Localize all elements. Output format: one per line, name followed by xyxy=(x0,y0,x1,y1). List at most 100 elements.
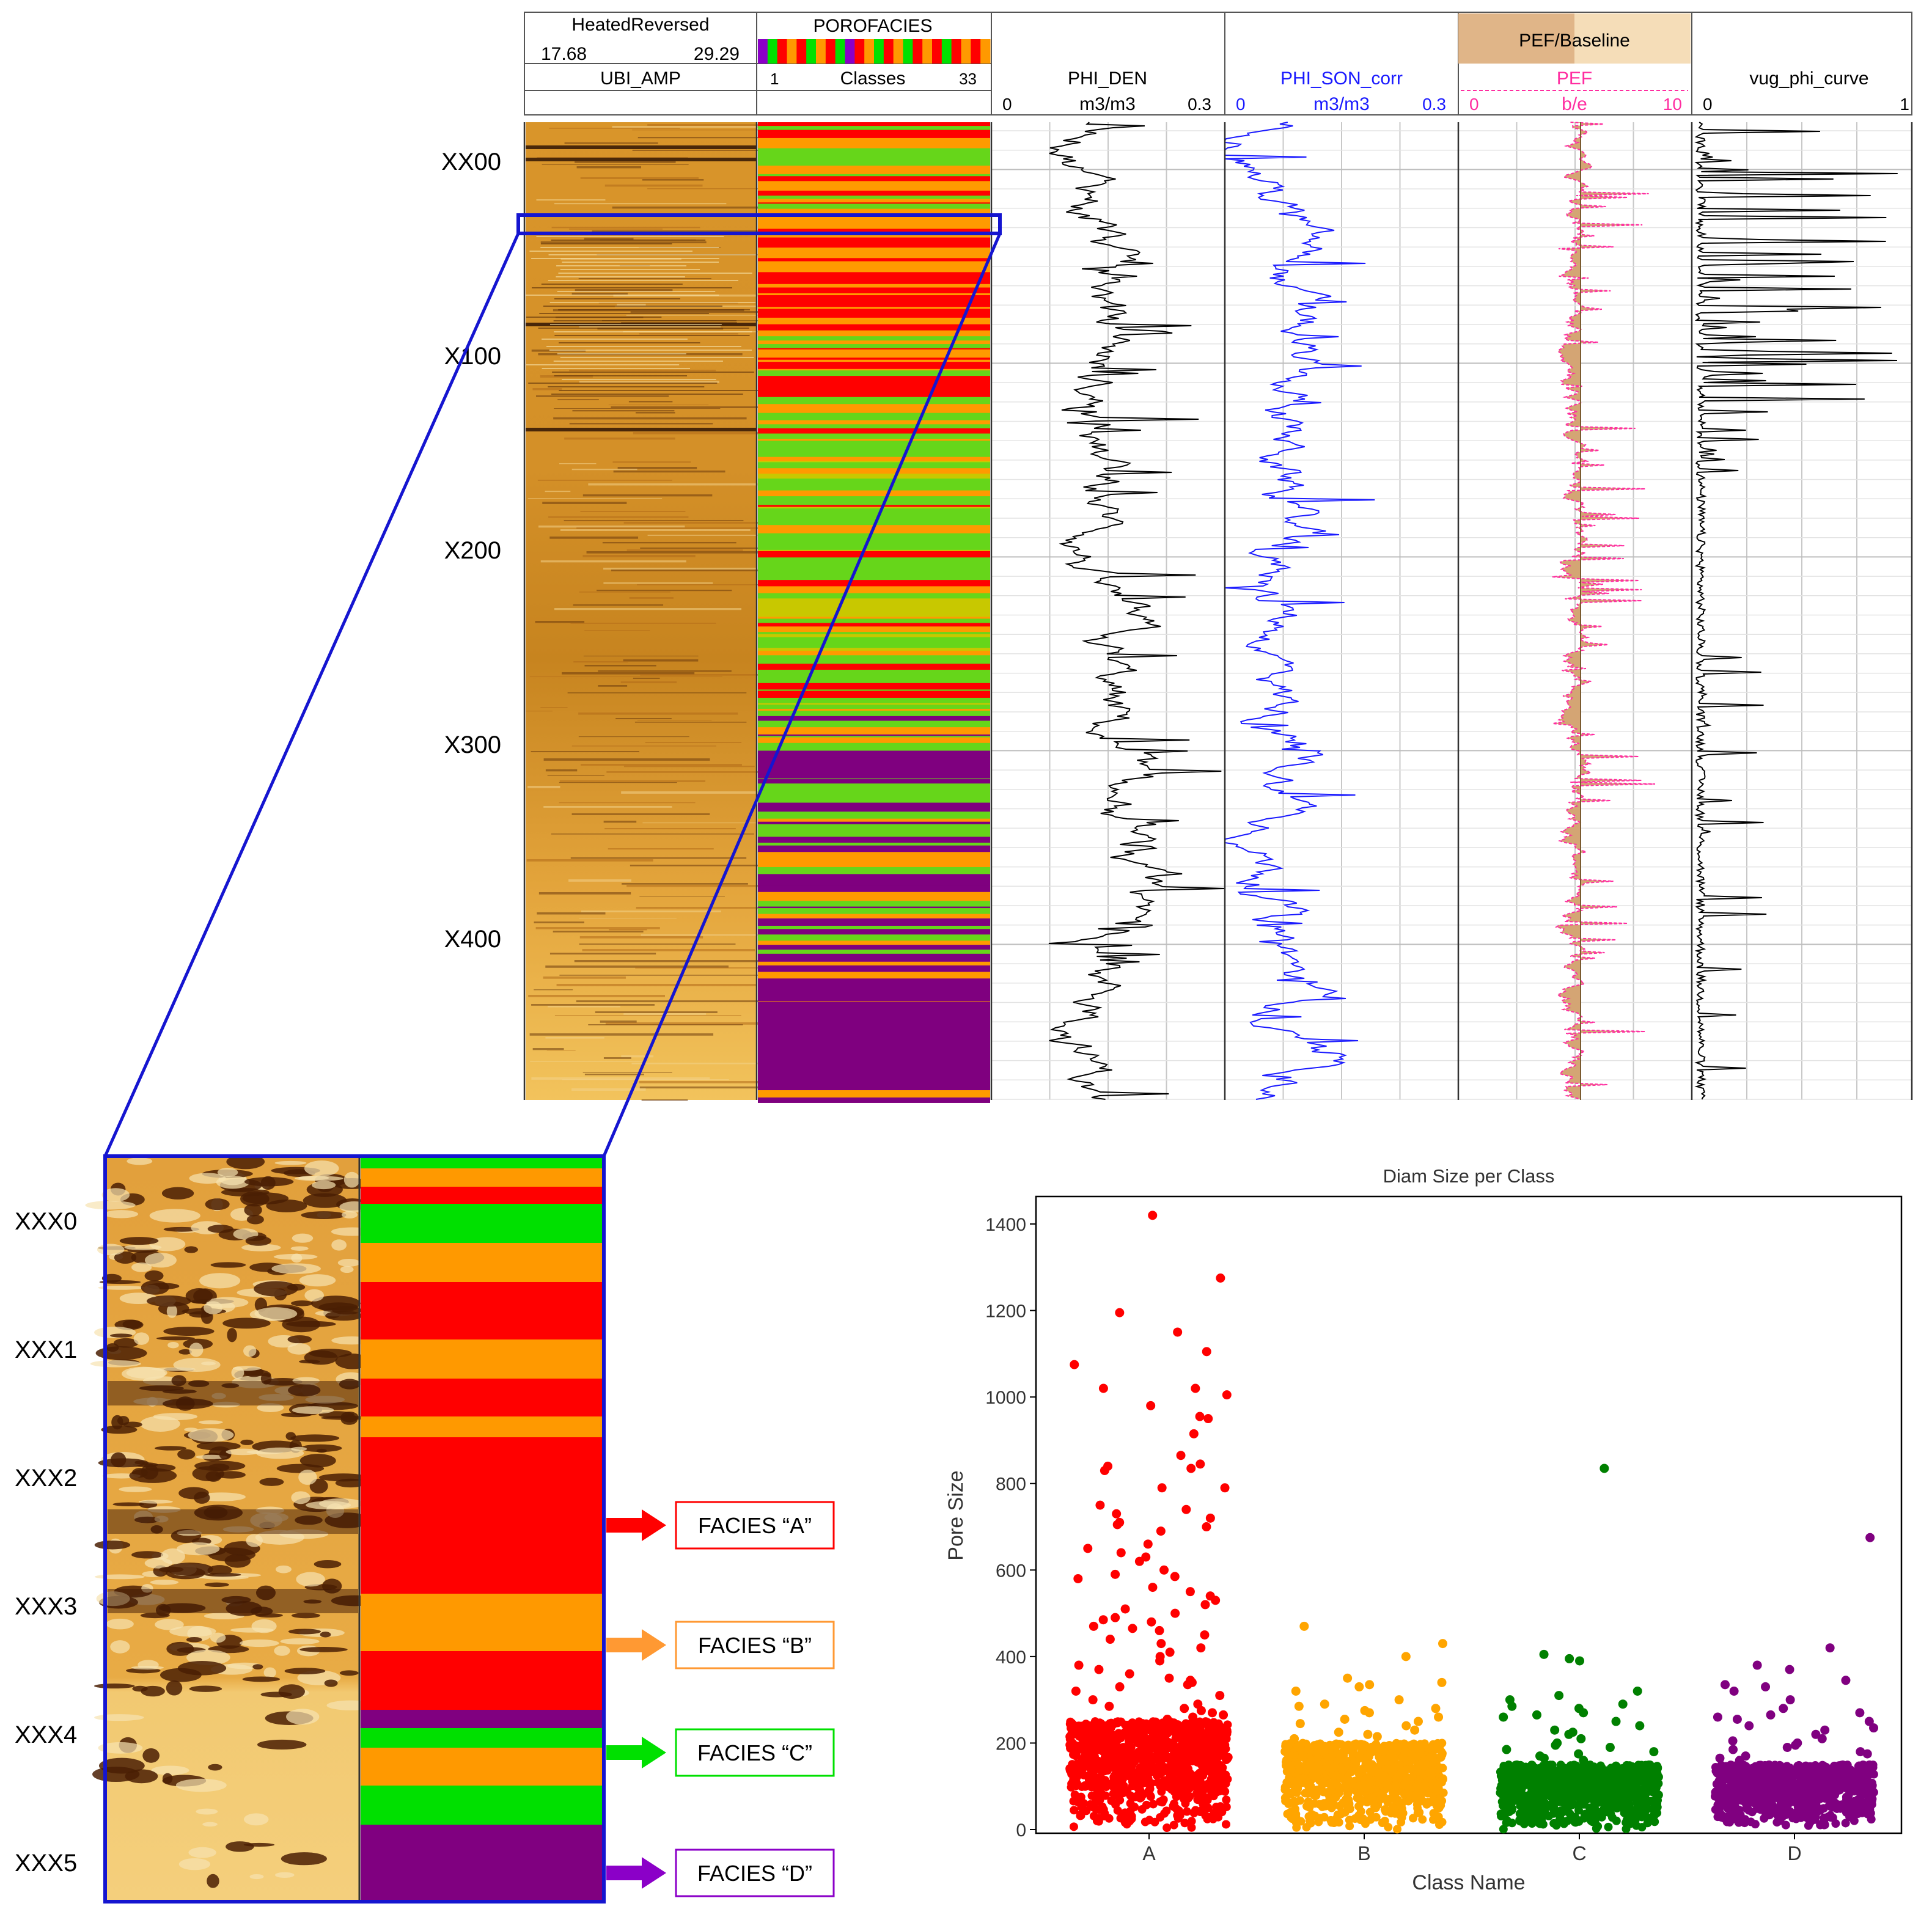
facies-stripe xyxy=(758,176,990,181)
scatter-point xyxy=(1158,1798,1167,1807)
facies-stripe xyxy=(758,703,990,705)
scatter-point xyxy=(1364,1779,1373,1788)
facies-stripe xyxy=(758,648,990,651)
facies-stripe xyxy=(758,670,990,672)
facies-stripe xyxy=(758,225,990,229)
image-dark-band xyxy=(526,145,757,149)
image-streak xyxy=(570,623,716,624)
facies-stripe xyxy=(758,664,990,670)
y-tick-label: 800 xyxy=(996,1475,1026,1495)
zoom-texture-blotch xyxy=(287,1335,312,1344)
scatter-point xyxy=(1532,1710,1541,1720)
facies-stripe xyxy=(758,626,990,632)
facies-stripe xyxy=(758,133,990,139)
zoom-texture-blotch xyxy=(112,1502,145,1506)
zoom-texture-blotch xyxy=(155,1446,187,1451)
scatter-point xyxy=(1775,1806,1784,1815)
scatter-point xyxy=(1126,1743,1136,1752)
scatter-point xyxy=(1422,1798,1431,1808)
scatter-point xyxy=(1437,1677,1447,1687)
scatter-point xyxy=(1087,1791,1096,1800)
scatter-point xyxy=(1366,1815,1375,1824)
zoom-texture-blotch xyxy=(226,1448,260,1456)
scatter-point xyxy=(1760,1814,1769,1823)
facies-stripe xyxy=(758,327,990,331)
facies-stripe xyxy=(758,348,990,350)
scatter-point xyxy=(1634,1764,1644,1773)
scatter-point xyxy=(1144,1738,1153,1747)
scatter-point xyxy=(1549,1809,1558,1818)
scatter-point xyxy=(1841,1819,1850,1828)
scatter-point xyxy=(1402,1773,1411,1783)
scatter-point xyxy=(1301,1765,1310,1775)
scatter-point xyxy=(1561,1792,1570,1801)
scatter-point xyxy=(1322,1762,1331,1772)
facies-stripe xyxy=(758,478,990,486)
y-tick-label: 1200 xyxy=(985,1302,1026,1322)
facies-stripe xyxy=(758,683,990,690)
zoom-texture-blotch xyxy=(331,1239,347,1251)
zoom-texture-blotch xyxy=(110,1333,133,1338)
facies-stripe xyxy=(758,541,990,547)
scatter-point xyxy=(1103,1750,1112,1759)
scatter-point xyxy=(1560,1806,1570,1816)
scatter-point xyxy=(1109,1754,1118,1764)
scatter-point xyxy=(1408,1742,1417,1751)
facies-stripe xyxy=(758,287,990,294)
zoom-texture-blotch xyxy=(150,1580,179,1585)
image-streak xyxy=(543,806,672,808)
scatter-point xyxy=(1305,1816,1314,1825)
scatter-point xyxy=(1535,1775,1544,1784)
zoom-texture-blotch xyxy=(151,1367,196,1371)
facies-stripe xyxy=(758,428,990,434)
scatter-point xyxy=(1281,1757,1290,1767)
scatter-point xyxy=(1372,1732,1382,1742)
scatter-point xyxy=(1378,1819,1387,1828)
scatter-point xyxy=(1635,1721,1645,1731)
image-streak xyxy=(572,410,675,412)
image-streak xyxy=(559,390,779,391)
scatter-point xyxy=(1182,1807,1191,1816)
facies-stripe xyxy=(758,356,990,358)
image-streak xyxy=(626,885,764,887)
scatter-point xyxy=(1084,1732,1093,1742)
facies-stripe xyxy=(758,675,990,677)
scatter-point xyxy=(1185,1784,1194,1793)
image-streak xyxy=(562,672,695,675)
scatter-point xyxy=(1373,1770,1383,1779)
scatter-point xyxy=(1147,1760,1156,1769)
scatter-point xyxy=(1406,1757,1415,1766)
scatter-point xyxy=(1312,1755,1321,1764)
scatter-point xyxy=(1526,1790,1535,1799)
facies-stripe xyxy=(758,580,990,587)
scatter-point xyxy=(1499,1776,1508,1786)
facies-legend-swatch xyxy=(758,39,768,64)
image-streak xyxy=(559,782,677,783)
vug-phi-curve xyxy=(1694,122,1898,1100)
scatter-point xyxy=(1420,1739,1429,1748)
facies-stripe xyxy=(758,662,990,664)
facies-stripe xyxy=(758,397,990,405)
scatter-point xyxy=(1184,1794,1193,1803)
facies-legend-swatch xyxy=(883,39,894,64)
image-streak xyxy=(623,522,801,524)
zoom-texture-blotch xyxy=(227,1328,237,1343)
scatter-point xyxy=(1741,1815,1750,1824)
zoom-texture-blotch xyxy=(226,1154,265,1170)
facies-stripe xyxy=(758,243,990,246)
scatter-point xyxy=(1096,1766,1105,1775)
zoom-texture-blotch xyxy=(151,1765,189,1775)
image-streak xyxy=(564,142,658,144)
scatter-point xyxy=(1170,1767,1180,1776)
phi-den-scale-max: 0.3 xyxy=(1188,95,1211,114)
image-scale-min: 17.68 xyxy=(541,44,587,64)
image-streak xyxy=(568,879,631,882)
scatter-point xyxy=(1221,1744,1230,1753)
zoom-texture-blotch xyxy=(134,1460,145,1465)
scatter-point xyxy=(1165,1647,1175,1657)
scatter-point xyxy=(1070,1806,1079,1815)
scatter-point xyxy=(1326,1816,1335,1825)
facies-stripe xyxy=(758,573,990,577)
facies-stripe xyxy=(758,362,990,370)
